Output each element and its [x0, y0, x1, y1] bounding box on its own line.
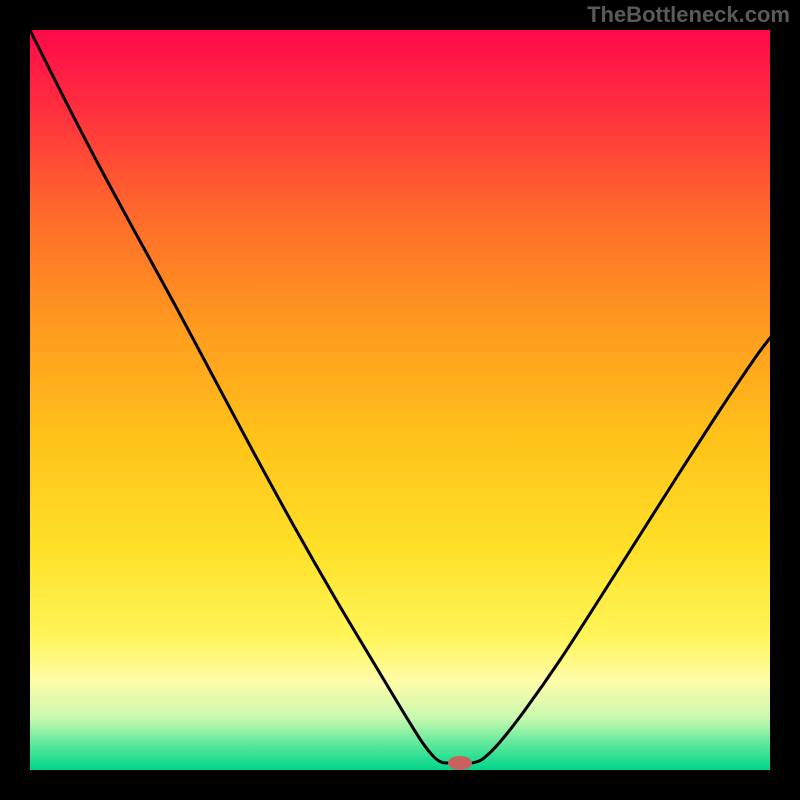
watermark-text: TheBottleneck.com	[587, 2, 790, 28]
bottleneck-chart	[0, 0, 800, 800]
chart-plot-bg	[30, 30, 770, 770]
minimum-marker	[448, 756, 472, 770]
